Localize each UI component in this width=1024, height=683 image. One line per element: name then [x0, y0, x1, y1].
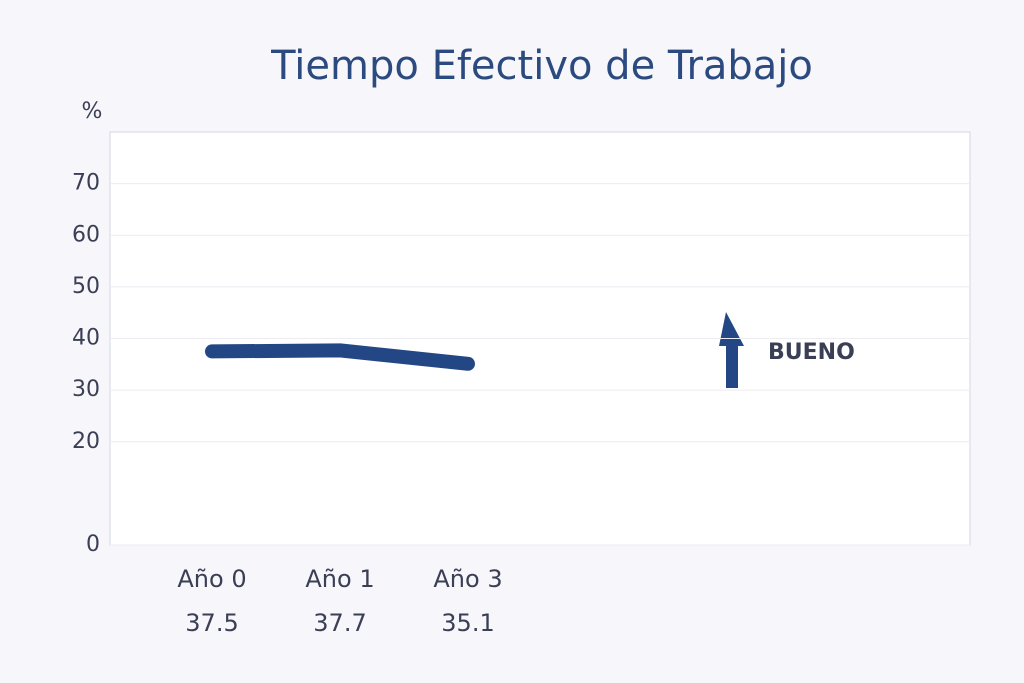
x-tick-label: Año 0 [177, 565, 246, 593]
y-tick-label: 40 [72, 326, 100, 351]
y-tick-label: 0 [86, 532, 100, 557]
y-tick-label: 60 [72, 222, 100, 247]
line [205, 343, 475, 371]
x-tick-label: Año 3 [433, 565, 502, 593]
annotation: BUENO [768, 340, 855, 365]
y-axis-label: % [82, 99, 103, 124]
y-tick-label: 30 [72, 377, 100, 402]
chart-title: Tiempo Efectivo de Trabajo [270, 43, 813, 89]
y-tick-label: 70 [72, 171, 100, 196]
value-label: 35.1 [441, 609, 494, 637]
value-label: 37.5 [185, 609, 238, 637]
y-tick-label: 20 [72, 429, 100, 454]
x-tick-label: Año 1 [305, 565, 374, 593]
arrow-up [719, 312, 744, 388]
value-label: 37.7 [313, 609, 366, 637]
y-tick-label: 50 [72, 274, 100, 299]
